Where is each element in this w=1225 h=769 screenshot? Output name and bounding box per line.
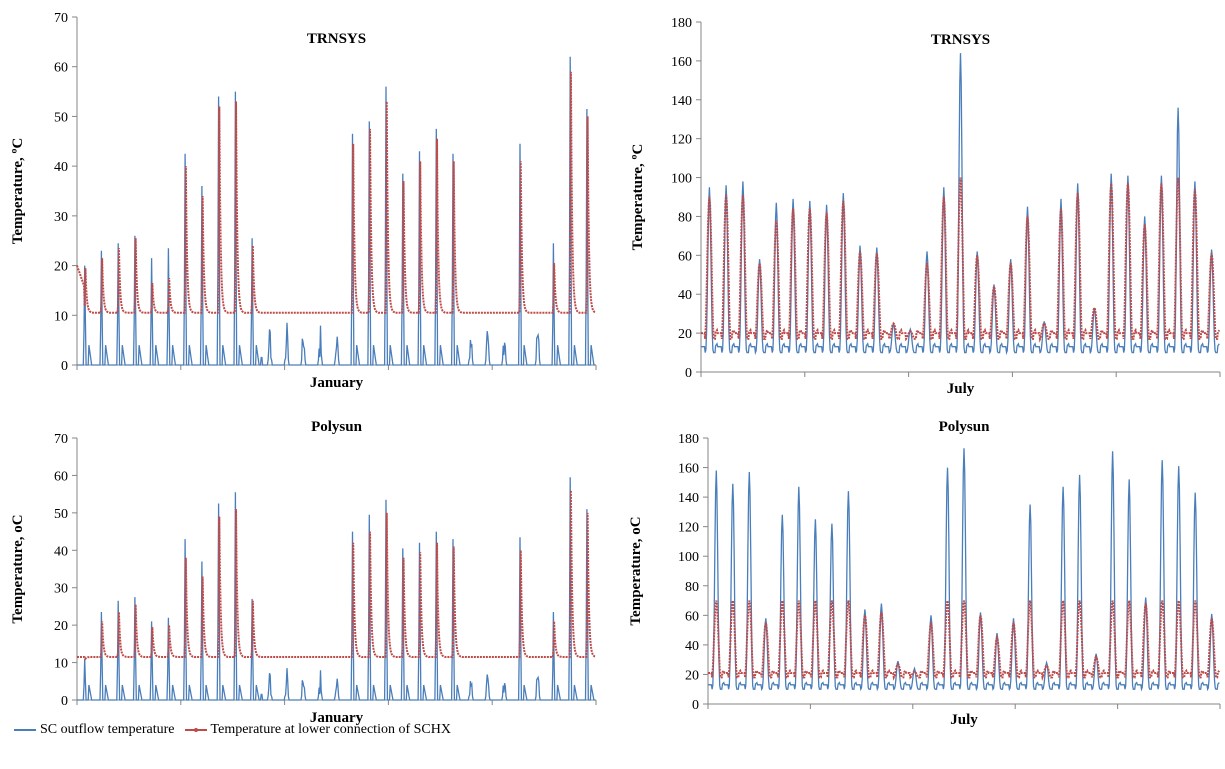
chart-title: TRNSYS [931, 32, 990, 48]
x-axis-title: July [950, 712, 978, 728]
y-tick-label: 50 [54, 507, 68, 522]
y-tick-label: 40 [678, 288, 692, 303]
y-tick-label: 160 [671, 55, 692, 70]
series-line-sc-outflow [77, 56, 596, 366]
series-line-schx-lower [77, 490, 596, 661]
chart-title: Polysun [939, 419, 991, 435]
chart-trnsys-january: 0 10 20 30 40 50 60 70 TRNSYS January Temperature,… [10, 11, 597, 391]
y-tick-label: 60 [678, 249, 692, 264]
y-tick-label: 20 [54, 260, 68, 275]
series-line-sc-outflow [708, 448, 1220, 692]
y-tick-label: 60 [54, 61, 68, 76]
series-line-schx-lower [701, 177, 1221, 343]
y-tick-label: 70 [54, 11, 68, 26]
chart-polysun-january: 0 10 20 30 40 50 60 70 Polysun January Temperature… [10, 419, 597, 726]
x-axis-title: January [310, 375, 364, 391]
y-tick-label: 70 [54, 432, 68, 447]
series-line-sc-outflow [701, 53, 1220, 356]
y-tick-label: 180 [678, 432, 699, 447]
y-tick-label: 10 [54, 657, 68, 672]
chart-title: Polysun [311, 419, 363, 435]
y-tick-label: 0 [685, 366, 692, 381]
y-tick-label: 100 [678, 550, 699, 565]
y-tick-label: 20 [678, 327, 692, 342]
y-tick-label: 40 [54, 160, 68, 175]
series-line-schx-lower [708, 600, 1221, 681]
y-tick-label: 120 [678, 521, 699, 536]
series-line-schx-lower [76, 71, 596, 314]
y-tick-label: 40 [54, 544, 68, 559]
y-tick-label: 60 [685, 609, 699, 624]
y-tick-label: 0 [61, 359, 68, 374]
y-tick-label: 120 [671, 133, 692, 148]
y-tick-label: 30 [54, 582, 68, 597]
legend-item-sc-outflow: SC outflow temperature [14, 722, 175, 738]
y-tick-label: 140 [671, 94, 692, 109]
y-tick-label: 0 [61, 694, 68, 709]
y-tick-label: 40 [685, 639, 699, 654]
y-tick-label: 30 [54, 210, 68, 225]
x-axis-title: July [947, 381, 975, 397]
chart-trnsys-july: 0 20 40 60 80 100 120 140 160 180 TRNSYS July Temper… [630, 16, 1221, 397]
legend-label-schx-lower: Temperature at lower connection of SCHX [210, 722, 451, 737]
y-tick-label: 100 [671, 172, 692, 187]
y-tick-label: 50 [54, 110, 68, 125]
y-tick-label: 20 [685, 668, 699, 683]
y-tick-label: 10 [54, 309, 68, 324]
y-tick-label: 180 [671, 16, 692, 31]
x-axis-title: January [310, 710, 364, 726]
y-tick-label: 160 [678, 462, 699, 477]
legend-swatch-sc-outflow [14, 729, 36, 731]
y-axis-title: Temperature, oC [628, 516, 644, 625]
y-tick-label: 60 [54, 469, 68, 484]
y-axis-title: Temperature, ºC [630, 144, 646, 251]
y-tick-label: 0 [692, 698, 699, 713]
y-tick-label: 80 [685, 580, 699, 595]
legend-item-schx-lower: Temperature at lower connection of SCHX [184, 722, 451, 738]
legend: SC outflow temperature Temperature at lo… [14, 722, 461, 738]
y-tick-label: 80 [678, 210, 692, 225]
y-axis-title: Temperature, oC [10, 514, 26, 623]
chart-polysun-july: 0 20 40 60 80 100 120 140 160 180 Polysun July Tempe… [628, 419, 1221, 728]
y-tick-label: 140 [678, 491, 699, 506]
chart-title: TRNSYS [307, 31, 366, 47]
y-tick-label: 20 [54, 619, 68, 634]
y-axis-title: Temperature, ºC [10, 138, 26, 245]
series-line-sc-outflow [77, 477, 596, 701]
legend-label-sc-outflow: SC outflow temperature [40, 722, 175, 737]
legend-swatch-schx-lower [184, 727, 207, 732]
